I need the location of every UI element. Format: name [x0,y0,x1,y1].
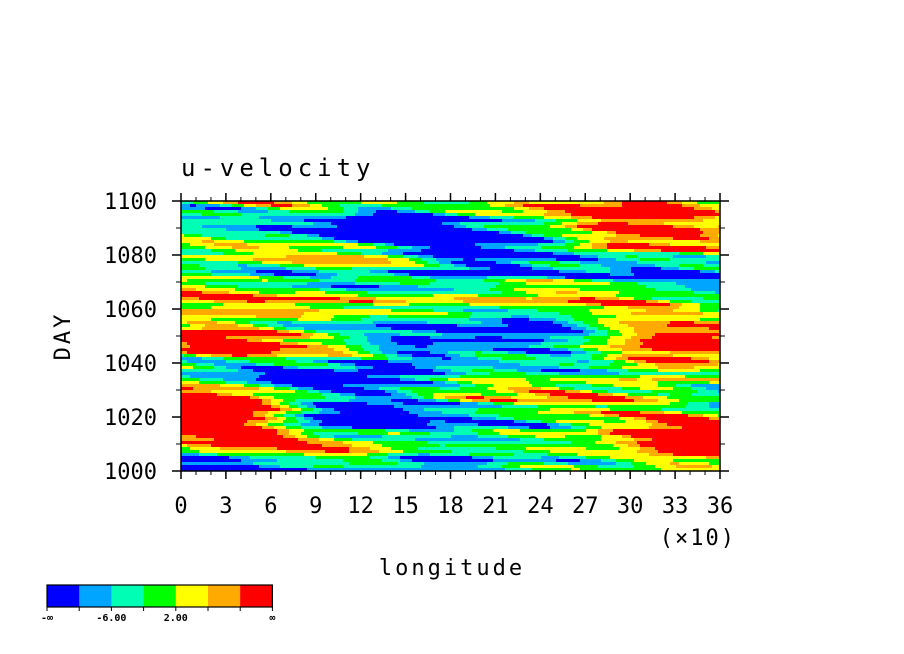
x-tick-label: 27 [572,494,599,519]
x-tick-label: 24 [527,494,554,519]
chart-title: u-velocity [181,154,376,182]
x-tick-label: 21 [482,494,509,519]
x-tick-label: 36 [707,494,734,519]
x-tick-label: 30 [617,494,644,519]
colorbar-label: 2.00 [164,613,188,624]
colorbar-swatch [111,585,143,607]
colorbar-swatch [208,585,241,607]
y-tick-label: 1060 [104,298,157,323]
colorbar-label: -6.00 [96,613,126,624]
colorbar-label: -∞ [41,613,53,624]
x-tick-label: 18 [437,494,464,519]
x-tick-label: 33 [662,494,689,519]
colorbar-swatch [176,585,209,607]
colorbar-swatch [47,585,80,607]
x-tick-label: 6 [264,494,277,519]
x-tick-label: 9 [309,494,322,519]
colorbar: -∞ -6.00 2.00 ∞ [41,585,275,624]
colorbar-label: ∞ [269,613,275,624]
y-axis-label: DAY [51,312,76,361]
colorbar-swatch [79,585,112,607]
colorbar-swatch [144,585,177,607]
y-tick-label: 1040 [104,352,157,377]
x-axis-label: longitude [379,556,525,581]
y-tick-label: 1000 [104,460,157,485]
y-tick-label: 1020 [104,406,157,431]
colorbar-swatch [240,585,273,607]
x-tick-label: 12 [347,494,374,519]
x-tick-label: 3 [219,494,232,519]
heatmap-field [181,201,722,472]
x-tick-label: 0 [174,494,187,519]
y-tick-label: 1080 [104,244,157,269]
x-multiplier-label: (×10) [660,526,736,551]
x-tick-label: 15 [392,494,419,519]
y-tick-label: 1100 [104,190,157,215]
